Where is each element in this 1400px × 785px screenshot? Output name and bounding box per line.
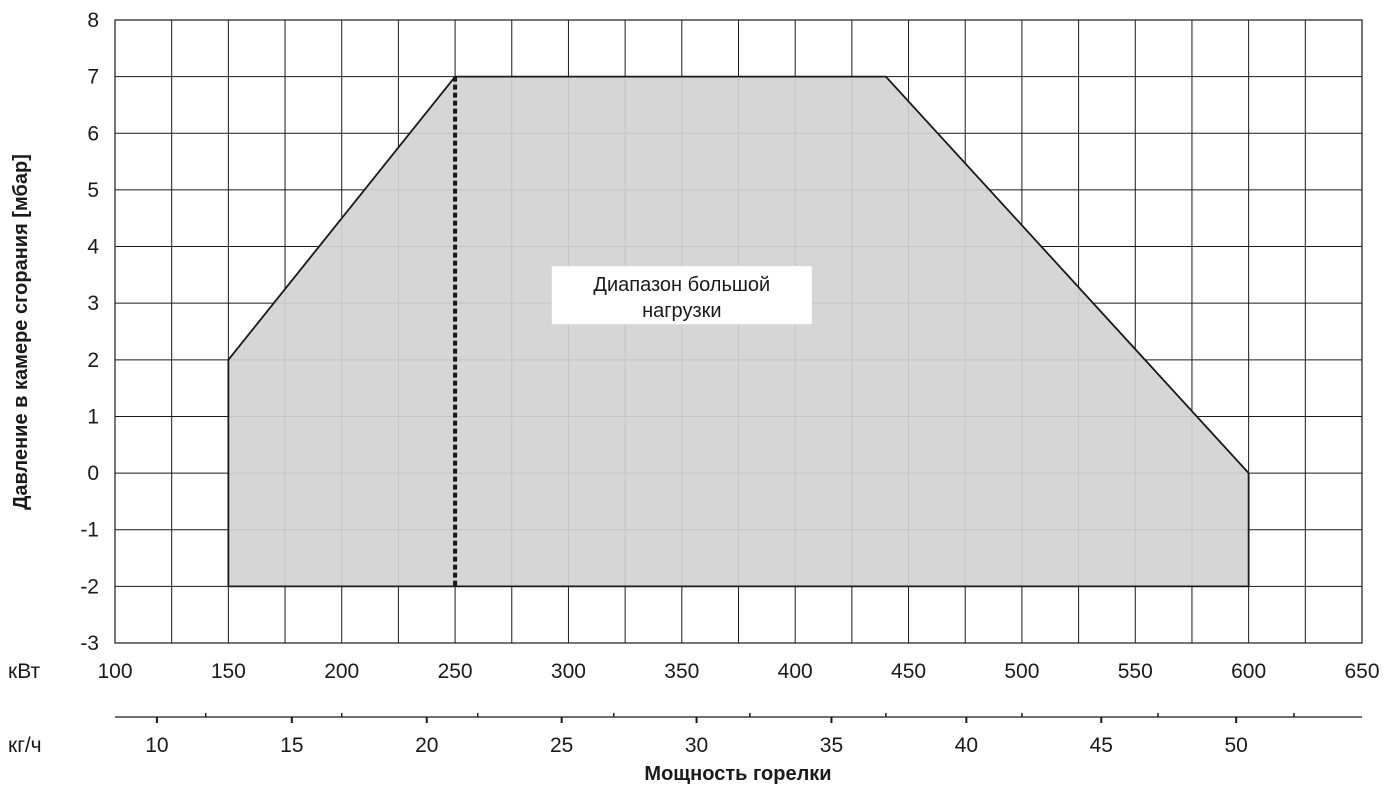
x-tick-label-kw: 450 xyxy=(891,660,926,683)
x-tick-label-kgh: 45 xyxy=(1090,734,1113,757)
x-tick-label-kw: 100 xyxy=(97,660,132,683)
region-label-background xyxy=(551,266,812,325)
x-tick-label-kw: 500 xyxy=(1004,660,1039,683)
x-tick-label-kw: 250 xyxy=(438,660,473,683)
plot-border xyxy=(114,19,1363,644)
x-axis-unit-kgh: кг/ч xyxy=(8,734,42,757)
y-tick-label: 1 xyxy=(87,405,99,428)
x-tick-label-kgh: 30 xyxy=(685,734,708,757)
x-tick-label-kw: 300 xyxy=(551,660,586,683)
x-tick-label-kgh: 50 xyxy=(1224,734,1247,757)
y-axis-ticks: 8 7 6 5 4 3 2 1 0 -1 -2 -3 xyxy=(80,9,99,655)
x-tick-label-kgh: 40 xyxy=(955,734,978,757)
y-tick-label: 2 xyxy=(87,349,99,372)
x-axis-ticks-kw: 100 150 200 250 300 350 400 450 500 550 600 650 xyxy=(97,660,1379,683)
operating-region xyxy=(227,75,1250,588)
y-tick-label: 4 xyxy=(87,236,99,259)
x-tick-label-kgh: 15 xyxy=(280,734,303,757)
y-tick-label: 5 xyxy=(87,179,99,202)
x-tick-label-kgh: 20 xyxy=(415,734,438,757)
plot-frame xyxy=(114,19,1363,644)
x-tick-label-kw: 400 xyxy=(778,660,813,683)
x-axis-title: Мощность горелки xyxy=(644,763,831,785)
x-axis-unit-kw: кВт xyxy=(8,660,40,683)
y-tick-label: -3 xyxy=(80,632,99,655)
region-label-line-2: нагрузки xyxy=(642,300,721,322)
x-tick-label-kw: 200 xyxy=(324,660,359,683)
x-axis-ticks-kgh: 10 15 20 25 30 35 40 45 50 xyxy=(115,713,1362,757)
x-tick-label-kgh: 35 xyxy=(820,734,843,757)
x-tick-label-kw: 600 xyxy=(1231,660,1266,683)
x-tick-label-kgh: 25 xyxy=(550,734,573,757)
x-tick-label-kgh: 10 xyxy=(145,734,168,757)
x-tick-label-kw: 650 xyxy=(1344,660,1379,683)
y-tick-label: -2 xyxy=(80,575,99,598)
y-tick-label: -1 xyxy=(80,519,99,542)
operating-region-area xyxy=(227,75,1250,588)
y-tick-label: 8 xyxy=(87,9,99,32)
y-tick-label: 6 xyxy=(87,122,99,145)
y-axis-title: Давление в камере сгорания [мбар] xyxy=(10,154,32,510)
region-label-line-1: Диапазон большой xyxy=(593,274,770,296)
x-tick-label-kw: 550 xyxy=(1118,660,1153,683)
x-tick-label-kw: 350 xyxy=(664,660,699,683)
x-tick-label-kw: 150 xyxy=(211,660,246,683)
y-tick-label: 7 xyxy=(87,66,99,89)
y-tick-label: 0 xyxy=(87,462,99,485)
y-tick-label: 3 xyxy=(87,292,99,315)
